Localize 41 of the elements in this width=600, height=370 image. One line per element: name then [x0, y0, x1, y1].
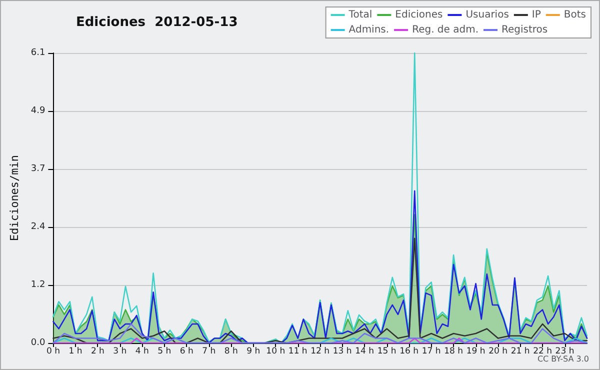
- x-tick-label: 2 h: [90, 346, 104, 356]
- y-tick-label: 2.4: [30, 222, 46, 232]
- x-tick-label: 7 h: [202, 346, 216, 356]
- x-tick-label: 20 h: [488, 346, 508, 356]
- x-tick-label: 8 h: [224, 346, 238, 356]
- x-tick-label: 4 h: [135, 346, 149, 356]
- x-tick-label: 5 h: [158, 346, 172, 356]
- y-tick-label: 3.7: [30, 164, 46, 174]
- y-tick-label: 0.0: [30, 338, 46, 348]
- legend-label: Ediciones: [395, 10, 443, 20]
- y-tick-label: 6.1: [30, 48, 46, 58]
- legend-label: Registros: [501, 24, 548, 36]
- x-tick-label: 16 h: [400, 346, 419, 356]
- x-tick-label: 13 h: [332, 346, 352, 356]
- y-tick-label: 1.2: [30, 280, 46, 290]
- x-tick-label: 15 h: [377, 346, 396, 356]
- x-tick-label: 3 h: [113, 346, 127, 356]
- y-tick-label: 4.9: [30, 106, 46, 116]
- y-axis-title: Ediciones/min: [8, 154, 21, 242]
- x-tick-label: 18 h: [444, 346, 464, 356]
- x-tick-label: 19 h: [466, 346, 486, 356]
- x-tick-label: 17 h: [422, 346, 441, 356]
- chart-title: Ediciones 2012-05-13: [76, 15, 238, 30]
- legend-label: Usuarios: [466, 10, 509, 20]
- x-tick-label: 9 h: [246, 346, 260, 356]
- x-tick-label: 14 h: [355, 346, 374, 356]
- legend-label: Total: [348, 10, 372, 20]
- legend-label: Bots: [564, 10, 586, 20]
- x-tick-label: 22 h: [533, 346, 552, 356]
- x-tick-label: 10 h: [266, 346, 286, 356]
- x-tick-label: 23 h: [555, 346, 574, 356]
- x-tick-label: 21 h: [510, 346, 530, 356]
- x-tick-label: 6 h: [180, 346, 194, 356]
- legend-label: Admins.: [348, 24, 390, 36]
- text: CC BY-SA 3.0: [537, 354, 590, 364]
- x-tick-label: 0 h: [46, 346, 60, 356]
- x-tick-label: 1 h: [68, 346, 82, 356]
- legend-label: Reg. de adm.: [412, 24, 478, 36]
- x-tick-label: 11 h: [288, 346, 308, 356]
- legend-label: IP: [532, 10, 541, 20]
- x-tick-label: 12 h: [310, 346, 330, 356]
